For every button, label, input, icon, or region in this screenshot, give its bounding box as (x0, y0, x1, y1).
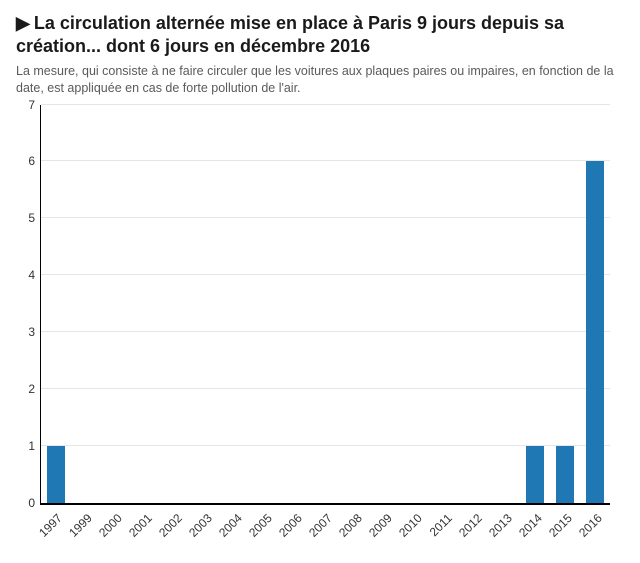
bar-slot (161, 105, 191, 503)
x-axis-tick-label: 2012 (475, 511, 485, 521)
bar-slot (71, 105, 101, 503)
bar-slot (460, 105, 490, 503)
bar-slot (101, 105, 131, 503)
x-axis-tick-label: 2000 (115, 511, 125, 521)
bars-layer (41, 105, 610, 503)
bar-slot (311, 105, 341, 503)
y-axis-tick-label: 4 (28, 268, 41, 282)
x-axis-tick-label: 2005 (265, 511, 275, 521)
y-axis-tick-label: 2 (28, 382, 41, 396)
title-marker-icon: ▶ (16, 13, 30, 33)
chart-subtitle: La mesure, qui consiste à ne faire circu… (16, 63, 624, 97)
bar (47, 446, 65, 503)
y-axis-tick-label: 1 (28, 439, 41, 453)
bar-slot (370, 105, 400, 503)
chart-container: 01234567 1997 1999 2000 2001 2002 2003 2004 200… (16, 105, 624, 555)
x-axis-tick-label: 2002 (175, 511, 185, 521)
bar (586, 161, 604, 502)
x-axis-tick-label: 2016 (595, 511, 605, 521)
bar-slot (490, 105, 520, 503)
x-axis-tick: 2016 (580, 505, 610, 555)
x-axis-tick-label: 2011 (445, 511, 455, 521)
x-axis-tick-label: 2004 (235, 511, 245, 521)
chart-title: ▶La circulation alternée mise en place à… (16, 12, 624, 59)
plot-area: 01234567 (40, 105, 610, 505)
bar (556, 446, 574, 503)
bar-slot (580, 105, 610, 503)
x-axis-tick-label: 2006 (295, 511, 305, 521)
bar-slot (131, 105, 161, 503)
y-axis-tick-label: 7 (28, 98, 41, 112)
x-axis-tick-label: 2010 (415, 511, 425, 521)
bar-slot (430, 105, 460, 503)
x-axis-tick-label: 2013 (505, 511, 515, 521)
bar-slot (400, 105, 430, 503)
y-axis-tick-label: 5 (28, 211, 41, 225)
bar-slot (520, 105, 550, 503)
bar (526, 446, 544, 503)
bar-slot (341, 105, 371, 503)
x-axis-tick: 2010 (400, 505, 430, 555)
x-axis-tick-label: 2003 (205, 511, 215, 521)
bar-slot (251, 105, 281, 503)
page-root: ▶La circulation alternée mise en place à… (0, 0, 640, 563)
title-text: La circulation alternée mise en place à … (16, 13, 564, 56)
bar-slot (191, 105, 221, 503)
x-axis-tick-label: 1999 (85, 511, 95, 521)
x-axis-labels: 1997 1999 2000 2001 2002 2003 2004 2005 2006 2007… (16, 505, 624, 555)
x-axis-tick-label: 2014 (535, 511, 545, 521)
x-axis-tick-label: 1997 (55, 511, 65, 521)
bar-slot (41, 105, 71, 503)
x-axis-tick-label: 2008 (355, 511, 365, 521)
bar-slot (221, 105, 251, 503)
x-axis-tick-label: 2015 (565, 511, 575, 521)
y-axis-tick-label: 6 (28, 154, 41, 168)
bar-slot (281, 105, 311, 503)
bar-slot (550, 105, 580, 503)
x-axis-tick-label: 2001 (145, 511, 155, 521)
x-axis-tick-label: 2009 (385, 511, 395, 521)
y-axis-tick-label: 3 (28, 325, 41, 339)
x-axis-tick-label: 2007 (325, 511, 335, 521)
